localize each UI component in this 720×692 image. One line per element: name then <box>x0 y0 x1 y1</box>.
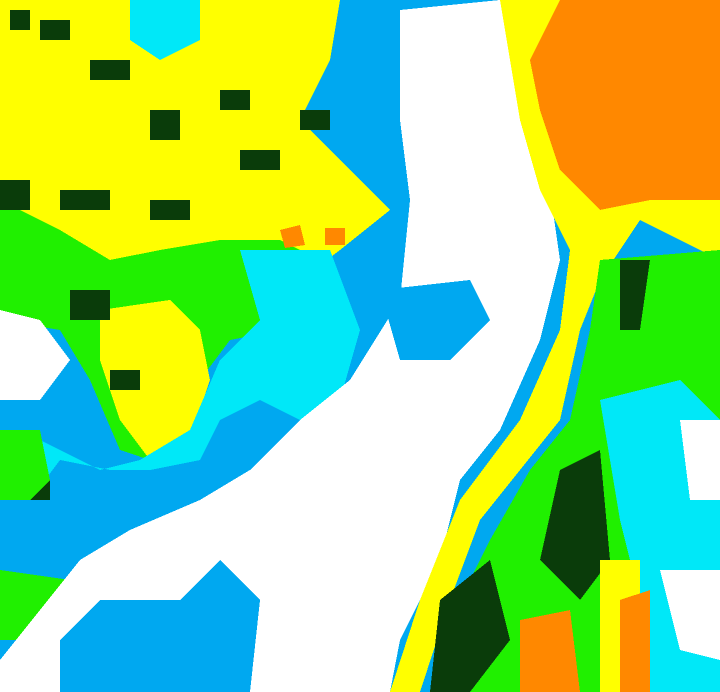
region-dark-green <box>220 90 250 110</box>
region-dark-green <box>0 180 30 210</box>
region-dark-green-e2 <box>540 450 610 600</box>
region-dark-green <box>150 110 180 140</box>
region-white-se <box>660 570 720 660</box>
region-orange-se1 <box>520 610 580 692</box>
region-light-blue-river <box>380 280 490 360</box>
region-orange-w <box>280 225 305 248</box>
region-orange-ne <box>530 0 720 210</box>
region-dark-green <box>40 20 70 40</box>
region-dark-green <box>150 200 190 220</box>
region-dark-green <box>60 190 110 210</box>
region-white-west <box>0 310 70 400</box>
region-green-w <box>0 430 50 500</box>
region-dark-green-e1 <box>620 260 650 330</box>
region-dark-green-e3 <box>430 560 510 692</box>
region-dark-green <box>300 110 330 130</box>
region-dark-green <box>90 60 130 80</box>
region-yellow-w <box>100 300 210 460</box>
region-white-e <box>680 420 720 500</box>
region-dark-green <box>240 150 280 170</box>
region-cyan-mid <box>0 250 360 500</box>
region-dark-green <box>110 370 140 390</box>
region-orange-w2 <box>325 228 345 245</box>
region-dark-green <box>10 10 30 30</box>
region-white-river <box>0 0 560 692</box>
region-cyan-nw <box>130 0 200 60</box>
region-dark-green <box>70 290 110 320</box>
region-orange-se2 <box>620 590 650 692</box>
